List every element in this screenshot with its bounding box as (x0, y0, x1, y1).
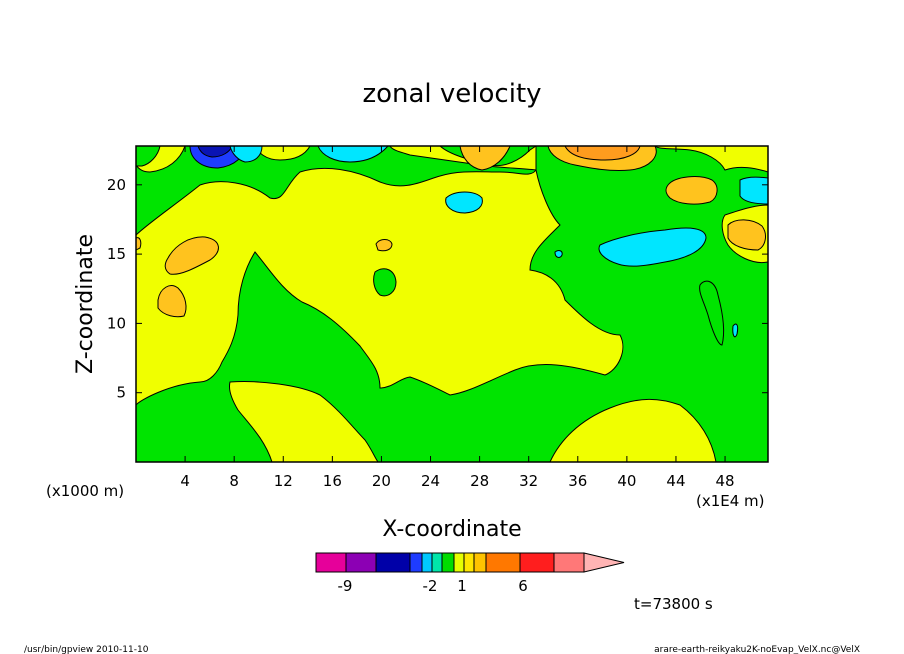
y-tick-label: 5 (116, 384, 126, 402)
colorbar (315, 552, 625, 573)
x-tick-label: 40 (617, 472, 636, 490)
contour-cyan-sliver (732, 323, 739, 338)
contour-orange-1 (164, 236, 219, 275)
colorbar-cell (441, 552, 455, 573)
colorbar-cell (345, 552, 377, 573)
contour-cyan-top-center (317, 146, 389, 163)
x-unit-left: (x1000 m) (46, 482, 124, 500)
plot-area (136, 146, 768, 462)
colorbar-cell (553, 552, 585, 573)
colorbar-tick-label: 6 (518, 577, 528, 595)
colorbar-cell (421, 552, 433, 573)
contour-cyan-mid (445, 191, 483, 214)
chart-title: zonal velocity (362, 79, 541, 109)
colorbar-cell (473, 552, 487, 573)
contour-yellow-lower-left (229, 381, 379, 462)
x-tick-label: 28 (470, 472, 489, 490)
colorbar-arrow (583, 552, 625, 573)
x-tick-label: 12 (274, 472, 293, 490)
contour-cyan-small (554, 250, 563, 258)
y-tick-label: 20 (107, 176, 126, 194)
x-tick-label: 44 (666, 472, 685, 490)
contour-orange-8 (136, 237, 142, 251)
colorbar-cell (519, 552, 555, 573)
x-tick-label: 16 (323, 472, 342, 490)
contour-dark-blue-top (197, 146, 233, 158)
contour-cyan-top-left (229, 146, 263, 163)
contour-cyan-right (598, 227, 707, 267)
x-tick-label: 32 (519, 472, 538, 490)
colorbar-cell (453, 552, 465, 573)
x-tick-label: 4 (180, 472, 190, 490)
contour-yellow-upper-right (654, 146, 768, 173)
colorbar-cell (431, 552, 443, 573)
x-axis: 4 8 12 16 20 24 28 32 36 40 44 48 (180, 146, 735, 490)
contour-dark-orange (564, 146, 641, 161)
time-label: t=73800 s (634, 595, 713, 613)
contour-orange-4 (665, 176, 718, 205)
colorbar-cell (315, 552, 347, 573)
contour-orange-6 (459, 146, 511, 171)
plot-frame (135, 145, 769, 463)
y-tick-label: 10 (107, 314, 126, 332)
colorbar-cell (375, 552, 411, 573)
footer-right: arare-earth-reikyaku2K-noEvap_VelX.nc@Ve… (654, 645, 860, 654)
colorbar-cell (409, 552, 423, 573)
y-axis: 5 10 15 20 (107, 176, 768, 402)
contour-yellow-lower-right (549, 398, 717, 462)
x-unit-right: (x1E4 m) (696, 492, 765, 510)
y-axis-label: Z-coordinate (73, 234, 98, 374)
colorbar-tick-label: -2 (423, 577, 438, 595)
x-tick-label: 36 (568, 472, 587, 490)
y-tick-label: 15 (107, 245, 126, 263)
colorbar-tick-label: -9 (338, 577, 353, 595)
contour-green-mid (373, 268, 397, 297)
contour-cyan-right-edge (739, 176, 768, 205)
x-axis-label: X-coordinate (382, 517, 521, 542)
contour-green-right-finger (699, 280, 725, 346)
colorbar-cell (463, 552, 475, 573)
x-tick-label: 20 (372, 472, 391, 490)
colorbar-cell (485, 552, 521, 573)
x-tick-label: 8 (229, 472, 239, 490)
contour-orange-2 (157, 285, 187, 318)
contour-orange-5 (727, 219, 766, 251)
contour-orange-3 (375, 239, 393, 252)
colorbar-tick-label: 1 (457, 577, 467, 595)
x-tick-label: 48 (716, 472, 735, 490)
x-tick-label: 24 (421, 472, 440, 490)
footer-left: /usr/bin/gpview 2010-11-10 (24, 645, 149, 654)
colorbar-labels: -9 -2 1 6 (338, 577, 528, 595)
